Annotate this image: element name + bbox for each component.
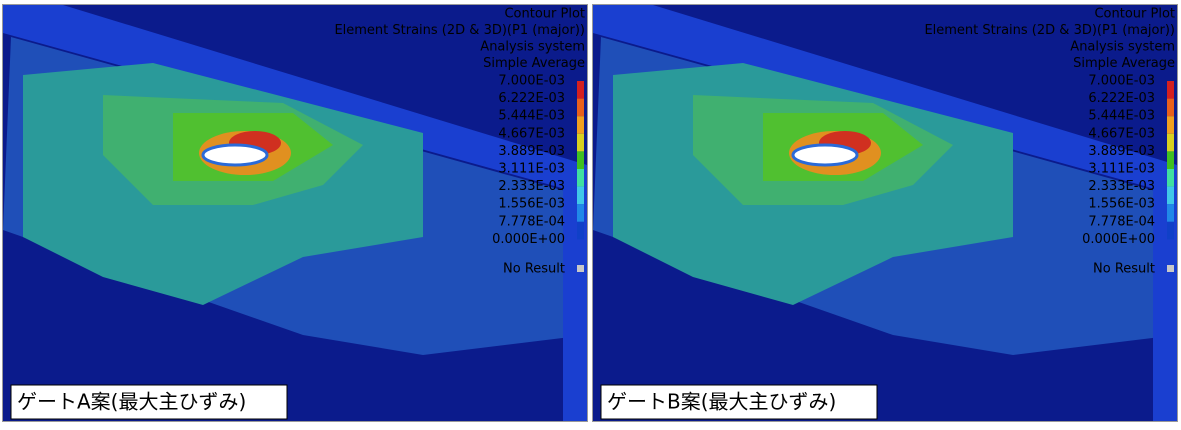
colorbar-segment: [1167, 186, 1174, 205]
colorbar-segment: [1167, 204, 1174, 222]
legend-label: 5.444E-03: [1088, 109, 1155, 124]
colorbar-segment: [1167, 169, 1174, 187]
legend-label: 1.556E-03: [1088, 197, 1155, 212]
contour-region: [201, 143, 269, 167]
caption-box: [600, 384, 878, 420]
legend-header: Analysis system: [480, 40, 585, 55]
legend-header: Contour Plot: [1094, 7, 1175, 22]
colorbar-segment: [577, 81, 584, 99]
legend-label: 1.556E-03: [498, 197, 565, 212]
legend-label: 3.111E-03: [498, 162, 565, 177]
caption: ゲートB案(最大主ひずみ): [607, 390, 836, 414]
colorbar-segment: [577, 204, 584, 222]
colorbar-segment: [1167, 221, 1174, 240]
colorbar-segment: [1167, 98, 1174, 117]
legend-label: 7.000E-03: [1088, 74, 1155, 89]
colorbar-segment: [577, 133, 584, 152]
contour-region: [791, 143, 859, 167]
legend-header: Element Strains (2D & 3D)(P1 (major)): [924, 23, 1175, 38]
colorbar-segment: [1167, 151, 1174, 169]
legend-label: 3.889E-03: [498, 144, 565, 159]
colorbar-segment: [577, 169, 584, 187]
legend-header: Element Strains (2D & 3D)(P1 (major)): [334, 23, 585, 38]
legend-label: 3.889E-03: [1088, 144, 1155, 159]
contour-region: [563, 185, 587, 421]
legend-header: Simple Average: [1073, 56, 1175, 71]
colorbar-segment: [1167, 81, 1174, 99]
legend-label: 0.000E+00: [1082, 232, 1155, 247]
legend-label: 2.333E-03: [1088, 179, 1155, 194]
legend-label: No Result: [1093, 262, 1155, 277]
colorbar-segment: [1167, 133, 1174, 152]
no-result-swatch: [1167, 265, 1174, 272]
colorbar-segment: [577, 98, 584, 117]
legend-label: No Result: [503, 262, 565, 277]
legend-label: 4.667E-03: [498, 126, 565, 141]
legend-header: Contour Plot: [504, 7, 585, 22]
colorbar-segment: [1167, 116, 1174, 134]
contour-region: [1153, 185, 1177, 421]
no-result-swatch: [577, 265, 584, 272]
legend-label: 7.778E-04: [1088, 214, 1155, 229]
legend-label: 7.778E-04: [498, 214, 565, 229]
colorbar-segment: [577, 151, 584, 169]
legend-label: 3.111E-03: [1088, 162, 1155, 177]
legend-label: 5.444E-03: [498, 109, 565, 124]
colorbar-segment: [577, 186, 584, 205]
legend-label: 2.333E-03: [498, 179, 565, 194]
legend-header: Analysis system: [1070, 40, 1175, 55]
legend-label: 0.000E+00: [492, 232, 565, 247]
legend-label: 7.000E-03: [498, 74, 565, 89]
legend-label: 4.667E-03: [1088, 126, 1155, 141]
colorbar-segment: [577, 116, 584, 134]
caption-box: [10, 384, 288, 420]
legend-label: 6.222E-03: [498, 91, 565, 106]
legend-header: Simple Average: [483, 56, 585, 71]
caption: ゲートA案(最大主ひずみ): [17, 390, 246, 414]
colorbar-segment: [577, 221, 584, 240]
legend-label: 6.222E-03: [1088, 91, 1155, 106]
